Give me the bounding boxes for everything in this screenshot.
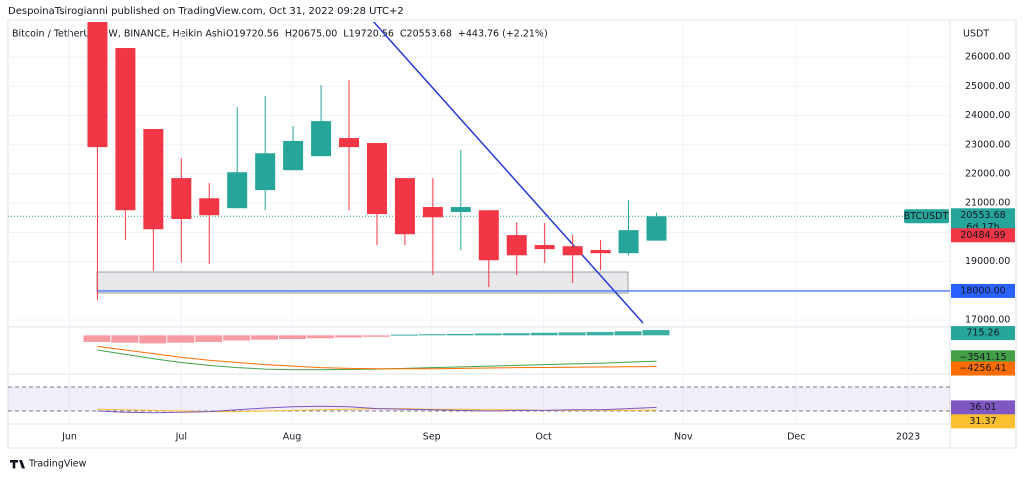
ohlc-value: H20675.00 — [285, 29, 337, 40]
frame — [7, 19, 1017, 449]
macd-histogram-bar — [558, 332, 586, 336]
candle-body — [283, 140, 304, 171]
macd-histogram-bar — [195, 335, 223, 342]
indicator-tag-label: −4256.41 — [959, 363, 1006, 374]
macd-histogram-bar — [139, 335, 167, 344]
close-price-label: 20484.99 — [960, 230, 1005, 241]
grid — [8, 22, 950, 424]
trend-line — [372, 22, 644, 324]
candle-body — [646, 216, 667, 241]
macd-histogram-bar — [502, 333, 530, 336]
symbol: Bitcoin / TetherUS, 1W, BINANCE, Heikin … — [12, 29, 225, 40]
candle-body — [394, 178, 415, 235]
macd-histogram-bar — [446, 333, 474, 336]
macd-histogram-bar — [251, 335, 279, 340]
ohlc-legend: O19720.56 H20675.00 L19720.56 C20553.68 +443… — [226, 29, 548, 40]
x-tick-label: Jun — [61, 432, 77, 443]
y-tick-label: 19000.00 — [965, 256, 1010, 267]
x-tick-label: Dec — [787, 432, 805, 443]
y-tick-label: 26000.00 — [965, 52, 1010, 63]
macd-histogram-bar — [223, 335, 251, 341]
indicator-panes — [8, 330, 950, 414]
symbol-tag-label: BTCUSDT — [904, 211, 949, 222]
candle-body — [311, 121, 332, 157]
macd-histogram-bar — [586, 332, 614, 336]
indicator-tag — [951, 361, 1015, 376]
candle-body — [171, 178, 192, 220]
y-tick-label: 25000.00 — [965, 81, 1010, 92]
macd-histogram-bar — [83, 335, 111, 342]
ohlc-value: +443.76 (+2.21%) — [458, 29, 548, 40]
macd-histogram-bar — [530, 332, 558, 336]
candle-body — [366, 143, 387, 215]
candle-body — [534, 245, 555, 250]
candle-body — [199, 198, 220, 216]
macd-histogram-bar — [474, 333, 502, 336]
indicator-tag — [951, 350, 1015, 365]
candle-body — [87, 22, 108, 148]
macd-histogram-bar — [111, 335, 139, 343]
x-tick-label: 2023 — [896, 432, 920, 443]
candle-body — [422, 207, 443, 218]
countdown-label: 6d 17h — [966, 222, 999, 233]
x-tick-label: Oct — [535, 432, 552, 443]
x-tick-label: Nov — [674, 432, 693, 443]
price-tag — [951, 283, 1015, 298]
candle-body — [506, 235, 527, 256]
price-pane — [8, 22, 950, 324]
macd-histogram-bar — [279, 335, 307, 339]
candle-body — [143, 128, 164, 230]
candle-body — [562, 246, 583, 256]
ohlc-value: O19720.56 — [226, 29, 279, 40]
candle-body — [478, 210, 499, 261]
zone-rectangle — [96, 271, 629, 294]
logo — [10, 460, 25, 469]
macd-histogram-bar — [418, 334, 446, 336]
indicator-tag-label: 715.26 — [966, 328, 999, 339]
macd-histogram-bar — [390, 334, 418, 336]
rsi-line — [97, 405, 657, 414]
ohlc-value: C20553.68 — [400, 29, 452, 40]
brand-name: TradingView — [28, 459, 87, 470]
candle-body — [618, 230, 639, 254]
macd-histogram-bar — [335, 335, 363, 338]
brand: TradingView — [10, 459, 87, 470]
y-tick-label: 17000.00 — [965, 315, 1010, 326]
symbol-tag — [904, 209, 949, 224]
macd-histogram-bar — [614, 331, 642, 336]
price-tag-label: 18000.00 — [960, 285, 1005, 296]
published: DespoinaTsirogianni published on Trading… — [8, 6, 404, 17]
close-price-tag — [951, 228, 1015, 243]
rsi-ma-tag — [951, 414, 1015, 429]
last-price-label: 20553.68 — [960, 210, 1005, 221]
y-tick-label: 24000.00 — [965, 110, 1010, 121]
rsi-ma-tag-label: 31.37 — [969, 416, 996, 427]
rsi-tag-label: 36.01 — [969, 402, 996, 413]
rsi-tag — [951, 400, 1015, 415]
macd-histogram-bar — [642, 330, 670, 336]
candle-body — [339, 138, 360, 148]
indicator-tag-label: −3541.15 — [959, 352, 1006, 363]
y-tick-label: 21000.00 — [965, 198, 1010, 209]
macd-histogram-bar — [362, 335, 390, 337]
signal-line — [97, 345, 657, 370]
candle-body — [450, 207, 471, 212]
candle-body — [115, 48, 136, 211]
candle-body — [590, 250, 611, 254]
axes: 17000.0019000.0020000.0021000.0022000.00… — [61, 52, 1015, 443]
x-tick-label: Jul — [175, 432, 187, 443]
y-tick-label: 22000.00 — [965, 169, 1010, 180]
candle-body — [227, 172, 248, 209]
indicator-tag — [951, 326, 1015, 341]
x-tick-label: Sep — [423, 432, 441, 443]
x-tick-label: Aug — [283, 432, 302, 443]
rsi-band — [8, 387, 950, 411]
y-tick-label: 23000.00 — [965, 139, 1010, 150]
macd-histogram-bar — [167, 335, 195, 343]
candle-body — [255, 153, 276, 191]
ohlc-value: L19720.56 — [343, 29, 394, 40]
currency: USDT — [963, 29, 989, 40]
macd-histogram-bar — [307, 335, 335, 339]
